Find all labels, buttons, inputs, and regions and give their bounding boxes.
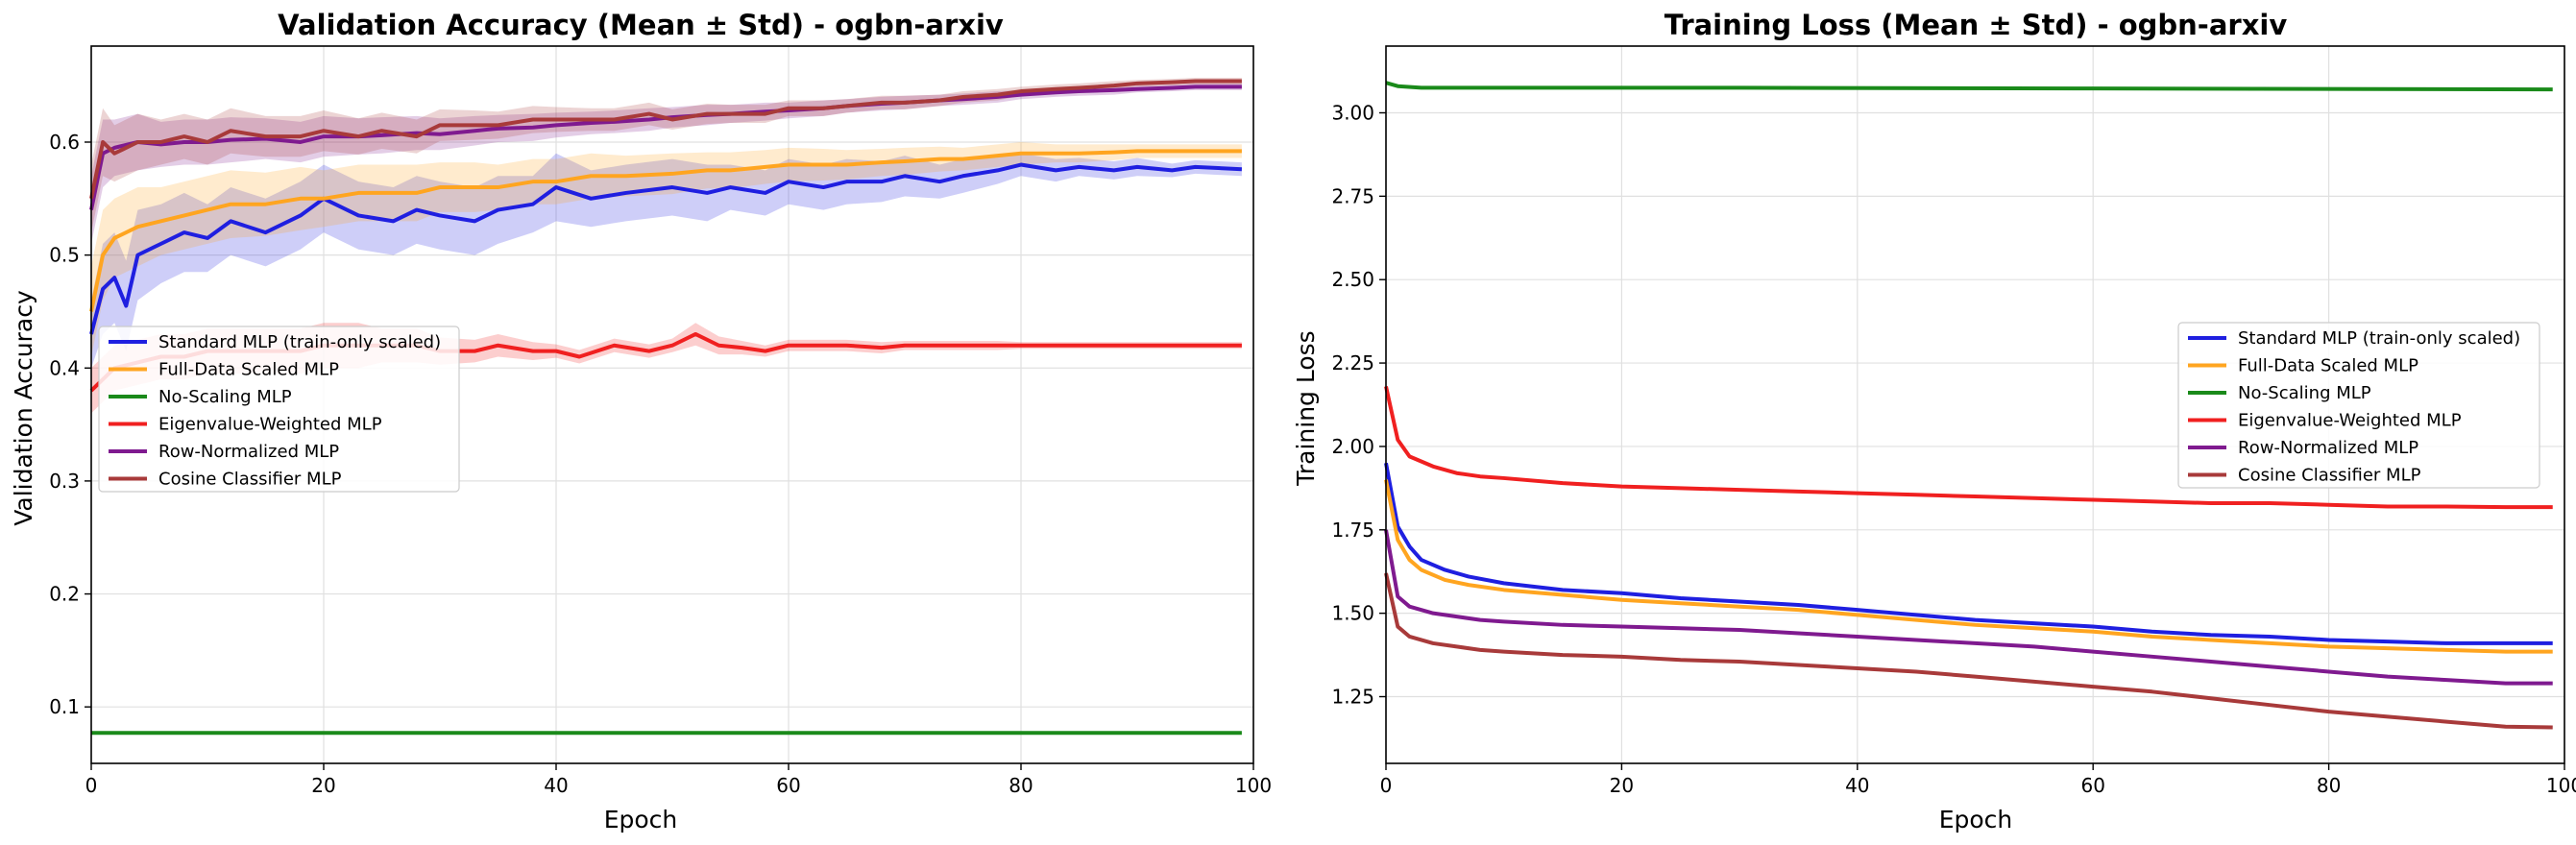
axes-frame <box>1385 45 2565 764</box>
x-tick-label: 20 <box>311 774 335 797</box>
legend-box <box>98 326 460 493</box>
series-line-0 <box>1384 462 2553 645</box>
std-band-5 <box>91 77 1242 233</box>
axes-frame <box>90 45 1254 764</box>
x-tick-label: 0 <box>85 774 98 797</box>
y-tick-label: 2.25 <box>1331 351 1374 374</box>
y-axis-label: Training Loss <box>1292 330 1320 486</box>
chart-title: Training Loss (Mean ± Std) - ogbn-arxiv <box>1665 9 2288 41</box>
legend-label: Standard MLP (train-only scaled) <box>2238 328 2520 349</box>
chart-title: Validation Accuracy (Mean ± Std) - ogbn-… <box>278 9 1004 41</box>
legend-label: No-Scaling MLP <box>2238 383 2371 403</box>
x-tick-label: 20 <box>1610 774 1634 797</box>
x-tick-label: 100 <box>1235 774 1272 797</box>
y-tick-label: 0.6 <box>49 131 80 154</box>
series-line-4 <box>1384 529 2553 686</box>
legend-box <box>2177 322 2540 489</box>
series-line-5 <box>89 79 1242 200</box>
y-tick-label: 0.5 <box>49 244 80 267</box>
legend-label: Full-Data Scaled MLP <box>2238 356 2418 376</box>
x-axis-label: Epoch <box>604 806 678 833</box>
validation-accuracy-panel: Validation Accuracy (Mean ± Std) - ogbn-… <box>10 9 1272 833</box>
std-band-4 <box>91 83 1242 244</box>
legend-label: Eigenvalue-Weighted MLP <box>2238 411 2462 431</box>
y-axis-label: Validation Accuracy <box>10 290 37 526</box>
legend: Standard MLP (train-only scaled) Full-Dat… <box>2177 322 2540 489</box>
legend-label: Standard MLP (train-only scaled) <box>158 332 441 352</box>
x-tick-label: 40 <box>544 774 568 797</box>
y-tick-label: 0.2 <box>49 583 80 606</box>
y-tick-label: 0.1 <box>49 695 80 718</box>
y-tick-label: 1.50 <box>1331 602 1374 625</box>
x-tick-label: 60 <box>2080 774 2104 797</box>
legend-label: Row-Normalized MLP <box>2238 438 2418 458</box>
y-tick-label: 3.00 <box>1331 101 1374 124</box>
legend-label: Full-Data Scaled MLP <box>158 360 339 380</box>
series-line-0 <box>89 162 1242 335</box>
legend: Standard MLP (train-only scaled) Full-Dat… <box>98 326 460 493</box>
plot-area: 0 20 40 60 80 100 1.25 1.50 1.75 2.00 2.25 2.50 2.75… <box>1331 45 2576 797</box>
legend-label: Eigenvalue-Weighted MLP <box>158 415 382 435</box>
x-tick-label: 80 <box>2317 774 2341 797</box>
legend-label: No-Scaling MLP <box>158 387 292 407</box>
y-tick-label: 0.3 <box>49 470 80 493</box>
x-tick-label: 40 <box>1845 774 1869 797</box>
std-band-1 <box>91 141 1242 357</box>
legend-label: Cosine Classifier MLP <box>158 470 342 490</box>
x-tick-label: 60 <box>776 774 800 797</box>
training-loss-panel: Training Loss (Mean ± Std) - ogbn-arxiv … <box>1292 9 2576 833</box>
series-line-4 <box>89 84 1242 210</box>
x-tick-label: 100 <box>2546 774 2576 797</box>
series-line-5 <box>1384 572 2553 730</box>
y-tick-label: 0.4 <box>49 356 80 379</box>
series-line-1 <box>89 149 1242 312</box>
series-line-2 <box>1385 81 2553 92</box>
x-axis-label: Epoch <box>1939 806 2013 833</box>
std-band-0 <box>91 153 1242 369</box>
y-tick-label: 1.75 <box>1331 519 1374 542</box>
y-tick-label: 2.75 <box>1331 184 1374 207</box>
x-tick-label: 0 <box>1380 774 1393 797</box>
y-tick-label: 1.25 <box>1331 686 1374 709</box>
legend-label: Row-Normalized MLP <box>158 442 339 462</box>
y-tick-label: 2.00 <box>1331 435 1374 458</box>
legend-label: Cosine Classifier MLP <box>2238 466 2421 486</box>
x-tick-label: 80 <box>1009 774 1033 797</box>
y-tick-label: 2.50 <box>1331 268 1374 291</box>
series-line-3 <box>1384 385 2553 510</box>
series-line-1 <box>1384 479 2553 654</box>
